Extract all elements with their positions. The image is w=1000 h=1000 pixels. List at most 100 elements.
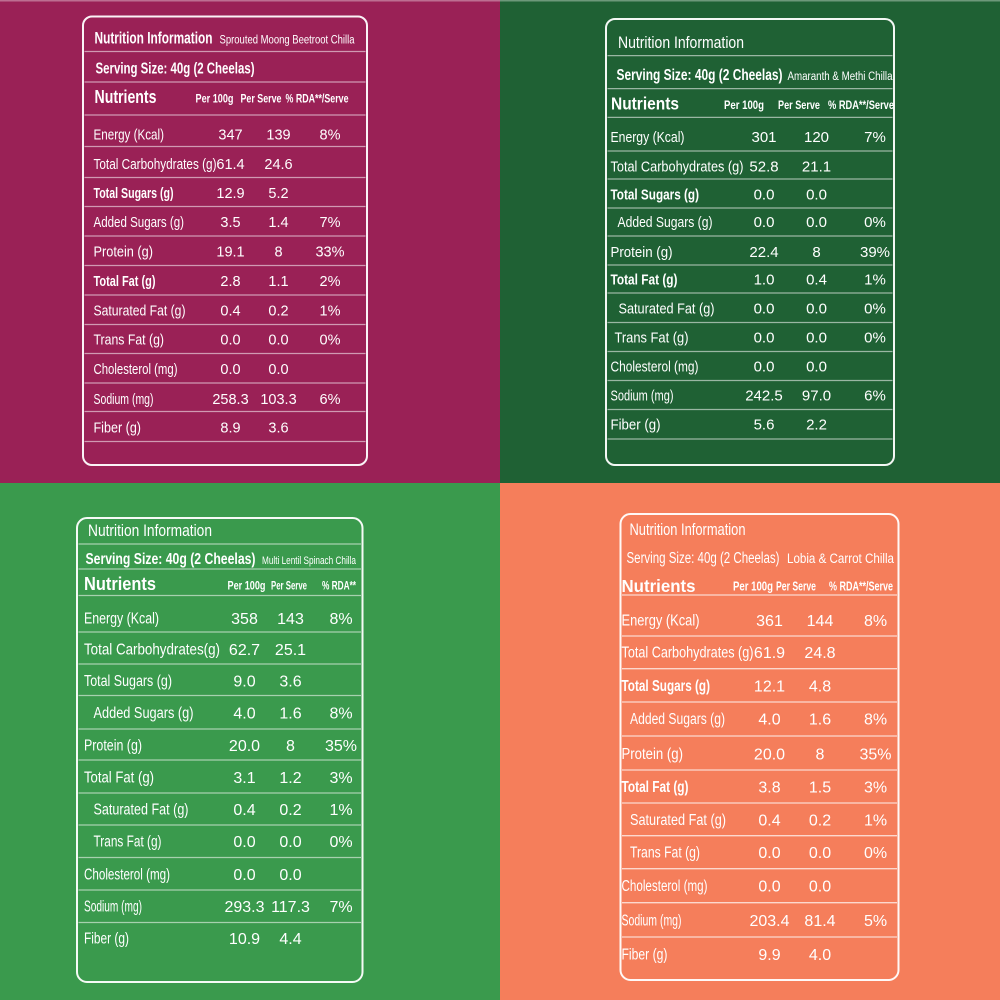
svg-text:Added Sugars (g): Added Sugars (g) <box>94 214 185 231</box>
svg-text:203.4: 203.4 <box>749 913 789 930</box>
svg-text:% RDA**/Serve: % RDA**/Serve <box>829 580 893 594</box>
svg-text:52.8: 52.8 <box>749 159 778 176</box>
svg-text:Nutrition Information: Nutrition Information <box>618 34 744 52</box>
svg-text:Sodium (mg): Sodium (mg) <box>622 913 682 930</box>
svg-text:Total Sugars (g): Total Sugars (g) <box>94 185 174 202</box>
svg-text:Energy (Kcal): Energy (Kcal) <box>84 611 159 628</box>
svg-text:Nutrients: Nutrients <box>95 87 157 107</box>
svg-text:1.2: 1.2 <box>279 770 301 787</box>
svg-text:1.6: 1.6 <box>809 711 831 728</box>
svg-text:Protein (g): Protein (g) <box>84 738 142 755</box>
svg-text:20.0: 20.0 <box>229 738 260 755</box>
svg-text:Cholesterol (mg): Cholesterol (mg) <box>94 361 178 378</box>
svg-text:5.2: 5.2 <box>268 186 288 202</box>
svg-text:Cholesterol (mg): Cholesterol (mg) <box>84 867 170 884</box>
svg-text:19.1: 19.1 <box>216 244 244 260</box>
svg-text:0.0: 0.0 <box>758 845 780 862</box>
svg-text:81.4: 81.4 <box>804 913 835 930</box>
svg-text:8%: 8% <box>329 705 352 722</box>
svg-text:25.1: 25.1 <box>275 642 306 659</box>
svg-text:Nutrition Information: Nutrition Information <box>88 522 212 540</box>
svg-text:Per Serve: Per Serve <box>271 579 307 593</box>
svg-text:0.0: 0.0 <box>754 301 775 318</box>
svg-text:10.9: 10.9 <box>229 931 260 948</box>
svg-text:61.4: 61.4 <box>216 157 244 173</box>
svg-text:Sprouted Moong Beetroot Chilla: Sprouted Moong Beetroot Chilla <box>220 35 355 47</box>
svg-text:7%: 7% <box>320 215 341 231</box>
svg-text:2.8: 2.8 <box>220 274 240 290</box>
svg-text:Lobia & Carrot Chilla: Lobia & Carrot Chilla <box>787 551 894 566</box>
svg-text:0%: 0% <box>864 214 886 231</box>
svg-text:1.1: 1.1 <box>268 274 288 290</box>
svg-text:103.3: 103.3 <box>260 392 296 408</box>
svg-text:7%: 7% <box>329 899 352 916</box>
svg-text:8.9: 8.9 <box>220 420 240 436</box>
svg-text:Total Sugars (g): Total Sugars (g) <box>84 673 172 690</box>
svg-text:0.0: 0.0 <box>754 214 775 231</box>
svg-text:3%: 3% <box>864 779 887 796</box>
svg-text:Cholesterol (mg): Cholesterol (mg) <box>611 359 699 376</box>
svg-text:21.1: 21.1 <box>802 159 831 176</box>
svg-text:0.4: 0.4 <box>806 272 827 289</box>
svg-text:0.0: 0.0 <box>809 878 831 895</box>
svg-text:8%: 8% <box>864 613 887 630</box>
svg-text:Sodium (mg): Sodium (mg) <box>84 899 142 916</box>
svg-text:0.0: 0.0 <box>754 359 775 376</box>
svg-text:3.5: 3.5 <box>220 215 240 231</box>
svg-text:5.6: 5.6 <box>754 417 775 434</box>
svg-text:8: 8 <box>286 738 295 755</box>
svg-text:8: 8 <box>816 746 825 763</box>
svg-text:361: 361 <box>756 613 783 630</box>
svg-text:0.0: 0.0 <box>233 867 255 884</box>
svg-text:0.0: 0.0 <box>806 301 827 318</box>
svg-text:0.0: 0.0 <box>754 330 775 347</box>
svg-text:Per Serve: Per Serve <box>776 580 816 594</box>
svg-text:120: 120 <box>804 129 829 146</box>
svg-text:Energy (Kcal): Energy (Kcal) <box>611 129 685 146</box>
svg-text:Nutrition Information: Nutrition Information <box>630 521 746 539</box>
svg-text:Energy (Kcal): Energy (Kcal) <box>622 613 700 630</box>
svg-text:0%: 0% <box>864 845 887 862</box>
svg-text:8%: 8% <box>864 711 887 728</box>
svg-text:0.0: 0.0 <box>279 834 301 851</box>
svg-text:0.2: 0.2 <box>809 812 831 829</box>
svg-text:0.0: 0.0 <box>754 187 775 204</box>
svg-text:61.9: 61.9 <box>754 645 785 662</box>
svg-text:2%: 2% <box>320 274 341 290</box>
svg-text:Per Serve: Per Serve <box>778 98 820 112</box>
svg-text:Nutrition Information: Nutrition Information <box>95 29 213 48</box>
svg-text:Multi Lentil Spinach Chilla: Multi Lentil Spinach Chilla <box>262 555 357 567</box>
svg-text:301: 301 <box>751 129 776 146</box>
svg-text:39%: 39% <box>860 244 890 261</box>
svg-text:1.6: 1.6 <box>279 705 301 722</box>
svg-text:24.6: 24.6 <box>264 157 292 173</box>
svg-text:22.4: 22.4 <box>749 244 778 261</box>
svg-text:0.0: 0.0 <box>220 362 240 378</box>
svg-text:Total Carbohydrates (g): Total Carbohydrates (g) <box>622 645 754 662</box>
svg-text:Total Carbohydrates(g): Total Carbohydrates(g) <box>84 642 220 659</box>
svg-text:1%: 1% <box>864 272 886 289</box>
svg-text:8%: 8% <box>320 127 341 143</box>
svg-text:Protein (g): Protein (g) <box>622 746 684 763</box>
svg-text:Amaranth & Methi Chilla: Amaranth & Methi Chilla <box>788 71 894 83</box>
svg-text:3.8: 3.8 <box>758 779 780 796</box>
svg-text:139: 139 <box>266 127 290 143</box>
svg-text:5%: 5% <box>864 913 887 930</box>
svg-text:35%: 35% <box>859 746 891 763</box>
svg-text:0%: 0% <box>320 332 341 348</box>
svg-text:Per 100g: Per 100g <box>733 580 773 594</box>
svg-text:1.5: 1.5 <box>809 779 831 796</box>
svg-text:0.0: 0.0 <box>233 834 255 851</box>
svg-text:Per Serve: Per Serve <box>241 92 282 106</box>
svg-text:358: 358 <box>231 611 258 628</box>
svg-text:20.0: 20.0 <box>754 746 785 763</box>
svg-text:97.0: 97.0 <box>802 388 831 405</box>
svg-text:Protein (g): Protein (g) <box>611 244 673 261</box>
svg-text:3%: 3% <box>329 770 352 787</box>
svg-text:Saturated Fat (g): Saturated Fat (g) <box>630 812 726 829</box>
svg-text:Per 100g: Per 100g <box>228 579 266 593</box>
svg-text:0.0: 0.0 <box>268 332 288 348</box>
svg-text:0%: 0% <box>864 330 886 347</box>
svg-text:0.0: 0.0 <box>806 330 827 347</box>
svg-text:347: 347 <box>218 127 242 143</box>
